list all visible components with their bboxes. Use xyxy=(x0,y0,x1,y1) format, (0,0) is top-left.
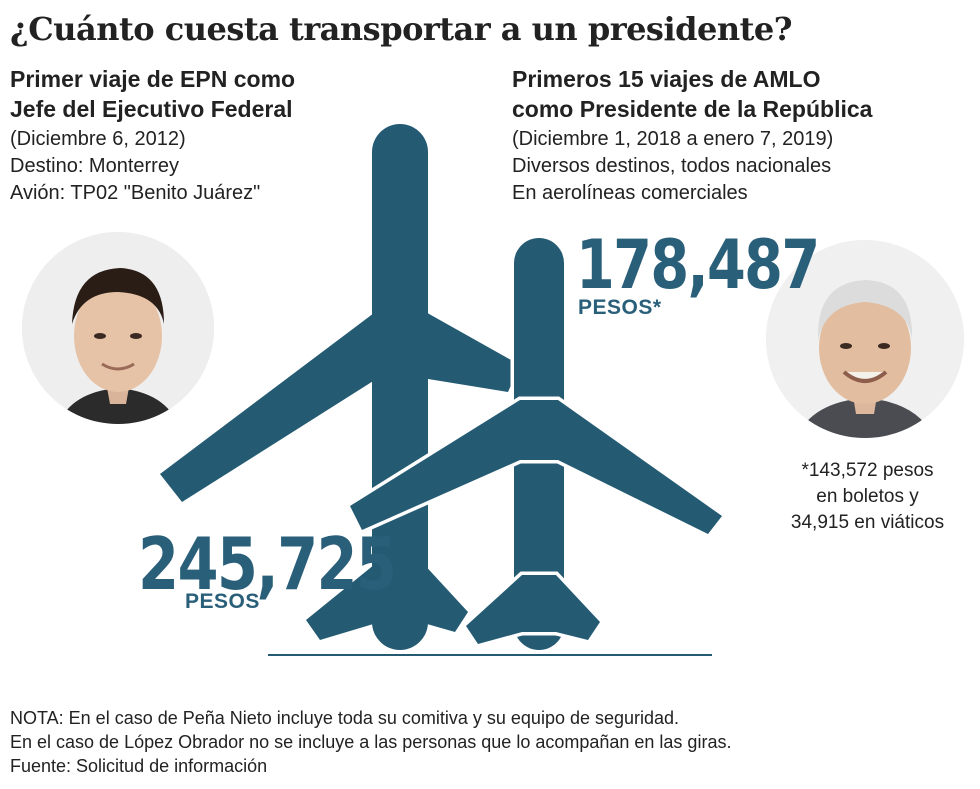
epn-portrait-icon xyxy=(22,232,214,424)
amlo-amount-unit: PESOS* xyxy=(578,296,662,319)
note-line2: En el caso de López Obrador no se incluy… xyxy=(10,732,732,752)
breakdown-line3: 34,915 en viáticos xyxy=(790,512,945,533)
epn-heading-line2: Jefe del Ejecutivo Federal xyxy=(10,96,293,122)
epn-date: (Diciembre 6, 2012) xyxy=(10,128,186,150)
epn-amount-unit: PESOS xyxy=(185,590,260,613)
amlo-heading-line1: Primeros 15 viajes de AMLO xyxy=(512,66,821,92)
amlo-amount: 178,487 xyxy=(576,226,820,305)
epn-heading-line1: Primer viaje de EPN como xyxy=(10,66,296,92)
amlo-portrait-icon xyxy=(766,240,964,438)
source-line: Fuente: Solicitud de información xyxy=(10,756,268,776)
amlo-airlines: En aerolíneas comerciales xyxy=(512,182,748,204)
small-airplane-icon xyxy=(345,234,728,654)
breakdown-line1: *143,572 pesos xyxy=(801,460,934,481)
note-line1: NOTA: En el caso de Peña Nieto incluye t… xyxy=(10,708,680,728)
epn-portrait xyxy=(22,232,214,424)
amlo-info-block: Primeros 15 viajes de AMLO como Presiden… xyxy=(512,64,972,207)
breakdown-line2: en boletos y xyxy=(816,486,919,507)
epn-amount: 245,725 xyxy=(138,522,397,606)
epn-plane: Avión: TP02 "Benito Juárez" xyxy=(10,182,261,204)
amlo-date: (Diciembre 1, 2018 a enero 7, 2019) xyxy=(512,128,834,150)
amlo-breakdown-note: *143,572 pesos en boletos y 34,915 en vi… xyxy=(760,458,975,536)
amlo-portrait xyxy=(766,240,964,438)
amlo-heading-line2: como Presidente de la República xyxy=(512,96,873,122)
page-title: ¿Cuánto cuesta transportar a un presiden… xyxy=(10,10,792,48)
amlo-destinations: Diversos destinos, todos nacionales xyxy=(512,155,832,177)
footer-notes: NOTA: En el caso de Peña Nieto incluye t… xyxy=(10,706,975,778)
epn-destination: Destino: Monterrey xyxy=(10,155,179,177)
epn-info-block: Primer viaje de EPN como Jefe del Ejecut… xyxy=(10,64,370,207)
